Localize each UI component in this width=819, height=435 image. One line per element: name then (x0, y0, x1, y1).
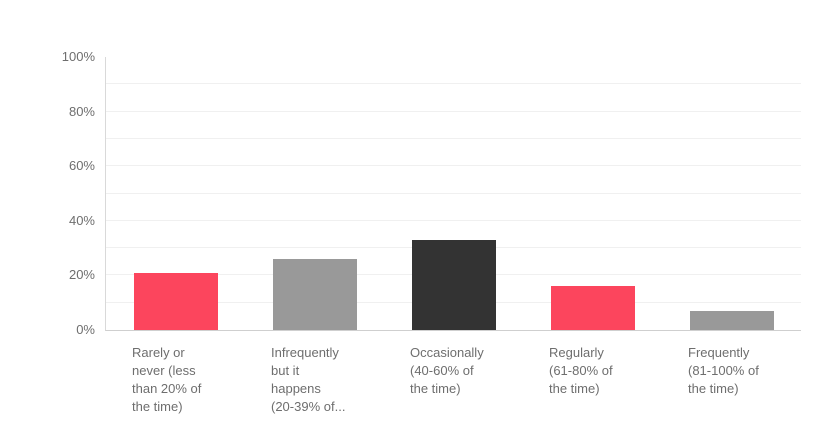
x-category-label-line: happens (271, 381, 321, 396)
bar-3 (411, 239, 496, 330)
x-category-label-line: (61-80% of (549, 363, 613, 378)
x-category-label-3: Occasionally (40-60% of the time) (410, 344, 520, 398)
x-category-slot-5: Frequently (81-100% of the time) (661, 344, 800, 398)
x-category-label-line: but it (271, 363, 300, 378)
grid-line-80pct (106, 110, 801, 112)
x-category-label-line: the time) (132, 399, 183, 414)
x-category-label-line: Frequently (688, 345, 750, 360)
x-category-label-2: Infrequently but it happens (20-39% of... (271, 344, 381, 416)
x-category-label-line: Rarely or (132, 345, 185, 360)
x-category-label-5: Frequently (81-100% of the time) (688, 344, 798, 398)
x-category-label-line: the time) (549, 381, 600, 396)
y-tick-label-100%: 100% (61, 49, 95, 64)
y-tick-label-80%: 80% (68, 103, 95, 119)
x-category-label-line: than 20% of (132, 381, 202, 396)
y-tick-label-0%: 0% (76, 322, 95, 337)
grid-line-60pct (106, 165, 801, 167)
x-category-label-line: never (less (132, 363, 196, 378)
x-category-slot-3: Occasionally (40-60% of the time) (383, 344, 522, 398)
y-tick-label-60%: 60% (68, 158, 95, 174)
bar-2 (272, 259, 357, 330)
grid-line-40pct (106, 219, 801, 221)
x-category-label-1: Rarely or never (less than 20% of the time) (132, 344, 242, 416)
y-tick-label-20%: 20% (68, 267, 95, 283)
x-category-slot-4: Regularly (61-80% of the time) (522, 344, 661, 398)
x-category-label-4: Regularly (61-80% of the time) (549, 344, 659, 398)
bar-1 (133, 272, 218, 330)
x-category-label-line: the time) (410, 381, 461, 396)
x-category-label-line: (40-60% of (410, 363, 474, 378)
plot-area (105, 57, 801, 331)
x-category-slot-2: Infrequently but it happens (20-39% of... (244, 344, 383, 416)
bar-4 (550, 286, 635, 330)
grid-line-90pct (106, 83, 801, 85)
x-category-label-line: (20-39% of... (271, 399, 346, 414)
x-category-label-line: Regularly (549, 345, 604, 360)
bar-5 (689, 310, 774, 330)
grid-line-50pct (106, 192, 801, 194)
x-category-label-line: the time) (688, 381, 739, 396)
x-category-label-line: Infrequently (271, 345, 339, 360)
x-category-label-line: Occasionally (410, 345, 484, 360)
x-category-slot-1: Rarely or never (less than 20% of the time) (105, 344, 244, 416)
y-tick-label-40%: 40% (68, 212, 95, 228)
x-category-label-line: (81-100% of (688, 363, 759, 378)
grid-line-70pct (106, 137, 801, 139)
